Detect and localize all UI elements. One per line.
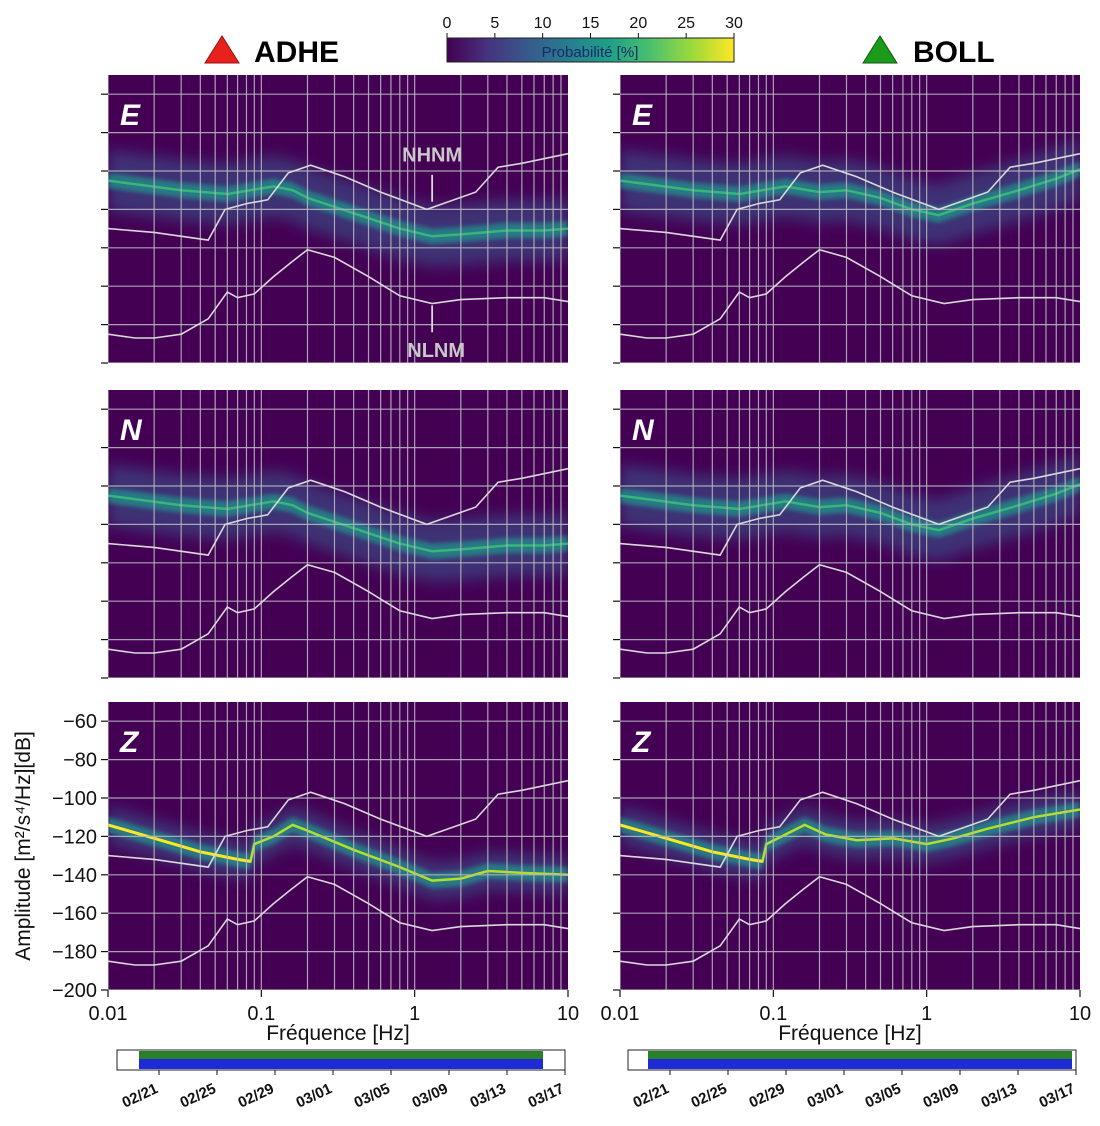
nhnm-curve (620, 467, 1080, 556)
colorbar-tick-label: 15 (582, 15, 600, 32)
y-tick-label: −200 (52, 980, 97, 1002)
x-tick-label: 1 (921, 1003, 932, 1025)
timeline-bar-primary (648, 1051, 1072, 1059)
panel-adhe-n: N (101, 390, 568, 679)
timeline-date-label: 02/21 (630, 1080, 671, 1111)
timeline-date-label: 03/13 (978, 1080, 1019, 1111)
timeline-date-label: 02/21 (119, 1080, 160, 1111)
timeline-bar-secondary (648, 1059, 1072, 1069)
y-tick-label: −180 (52, 942, 97, 964)
y-tick-label: −80 (63, 750, 97, 772)
colorbar-tick-label: 5 (490, 15, 499, 32)
x-tick-label: 0.1 (247, 1003, 275, 1025)
nlnm-curve (108, 875, 568, 966)
timeline-bar-secondary (139, 1059, 543, 1069)
x-tick-label: 1 (409, 1003, 420, 1025)
timeline-date-label: 02/29 (235, 1080, 276, 1111)
probability-core (620, 801, 1080, 869)
grid (620, 702, 1080, 990)
component-label: Z (631, 726, 652, 759)
colorbar: Probabilité [%] 0 5 10 15 20 25 30 (443, 15, 743, 63)
nlnm-label: NLNM (407, 340, 465, 362)
nlnm-curve (108, 248, 568, 339)
x-axis-title-boll: Fréquence [Hz] (778, 1022, 922, 1045)
component-label: N (632, 414, 655, 447)
grid (620, 390, 1080, 678)
grid (108, 390, 568, 678)
x-tick-label: 0.1 (759, 1003, 787, 1025)
y-tick-label: −160 (52, 903, 97, 925)
station-title-boll: BOLL (862, 35, 995, 69)
x-tick-label: 0.01 (601, 1003, 640, 1025)
timeline-adhe: 02/21 02/25 02/29 03/01 03/05 03/09 03/13 03/17 (116, 1049, 567, 1111)
y-tick-label: −100 (52, 788, 97, 810)
x-tick-label: 10 (557, 1003, 579, 1025)
panel-boll-z: Z 0.01 0.1 1 10 (601, 702, 1091, 1025)
x-axis-title-adhe: Fréquence [Hz] (266, 1022, 410, 1045)
panel-adhe-e: E NHNM NLNM (101, 75, 568, 364)
x-tick-label: 10 (1069, 1003, 1091, 1025)
timeline-date-label: 03/13 (467, 1080, 508, 1111)
y-tick-label: −140 (52, 865, 97, 887)
nhnm-curve (108, 779, 568, 868)
grid (108, 702, 568, 990)
station-name: ADHE (254, 36, 339, 69)
nhnm-label: NHNM (402, 144, 462, 166)
station-marker-icon (204, 35, 240, 64)
nlnm-curve (620, 563, 1080, 654)
timeline-date-label: 02/25 (177, 1080, 218, 1111)
timeline-date-label: 03/01 (293, 1080, 334, 1111)
data-availability-timelines: 02/21 02/25 02/29 03/01 03/05 03/09 03/13 03/17… (116, 1049, 1078, 1111)
y-tick-label: −120 (52, 826, 97, 848)
nlnm-curve (620, 248, 1080, 339)
grid (620, 75, 1080, 363)
grid (108, 75, 568, 363)
timeline-date-label: 03/09 (920, 1080, 961, 1111)
x-tick-label: 0.01 (89, 1003, 128, 1025)
component-label: E (120, 99, 141, 132)
colorbar-ticks: 0 5 10 15 20 25 30 (443, 15, 743, 38)
station-name: BOLL (913, 36, 995, 69)
timeline-bar-primary (139, 1051, 543, 1059)
component-label: Z (119, 726, 140, 759)
timeline-date-label: 02/29 (746, 1080, 787, 1111)
timeline-date-label: 03/09 (409, 1080, 450, 1111)
nhnm-curve (108, 152, 568, 241)
y-axis-title: Amplitude [m²/s⁴/Hz][dB] (12, 731, 35, 961)
panel-boll-n: N (613, 390, 1080, 679)
colorbar-gradient (446, 37, 735, 63)
nlnm-curve (620, 875, 1080, 966)
component-label: E (632, 99, 653, 132)
component-label: N (120, 414, 143, 447)
colorbar-tick-label: 0 (443, 15, 452, 32)
colorbar-tick-label: 20 (629, 15, 647, 32)
nhnm-curve (108, 467, 568, 556)
nhnm-curve (620, 779, 1080, 868)
y-tick-label: −60 (63, 711, 97, 733)
timeline-date-label: 03/01 (804, 1080, 845, 1111)
timeline-date-label: 02/25 (688, 1080, 729, 1111)
panel-boll-e: E (613, 75, 1080, 364)
timeline-date-label: 03/17 (1036, 1080, 1077, 1111)
colorbar-tick-label: 25 (677, 15, 695, 32)
colorbar-tick-label: 10 (534, 15, 552, 32)
nlnm-curve (108, 563, 568, 654)
timeline-date-label: 03/05 (351, 1080, 392, 1111)
colorbar-label: Probabilité [%] (542, 44, 639, 61)
timeline-date-label: 03/17 (525, 1080, 566, 1111)
colorbar-tick-label: 30 (725, 15, 743, 32)
station-marker-icon (862, 35, 898, 64)
timeline-boll: 02/21 02/25 02/29 03/01 03/05 03/09 03/13 03/17 (627, 1049, 1078, 1111)
nhnm-curve (620, 152, 1080, 241)
station-title-adhe: ADHE (204, 35, 339, 69)
timeline-date-label: 03/05 (862, 1080, 903, 1111)
plot-panels: E NHNM NLNM N Z −60 −80 −100 −120 −140 −160 −180 −20… (52, 75, 1091, 1025)
